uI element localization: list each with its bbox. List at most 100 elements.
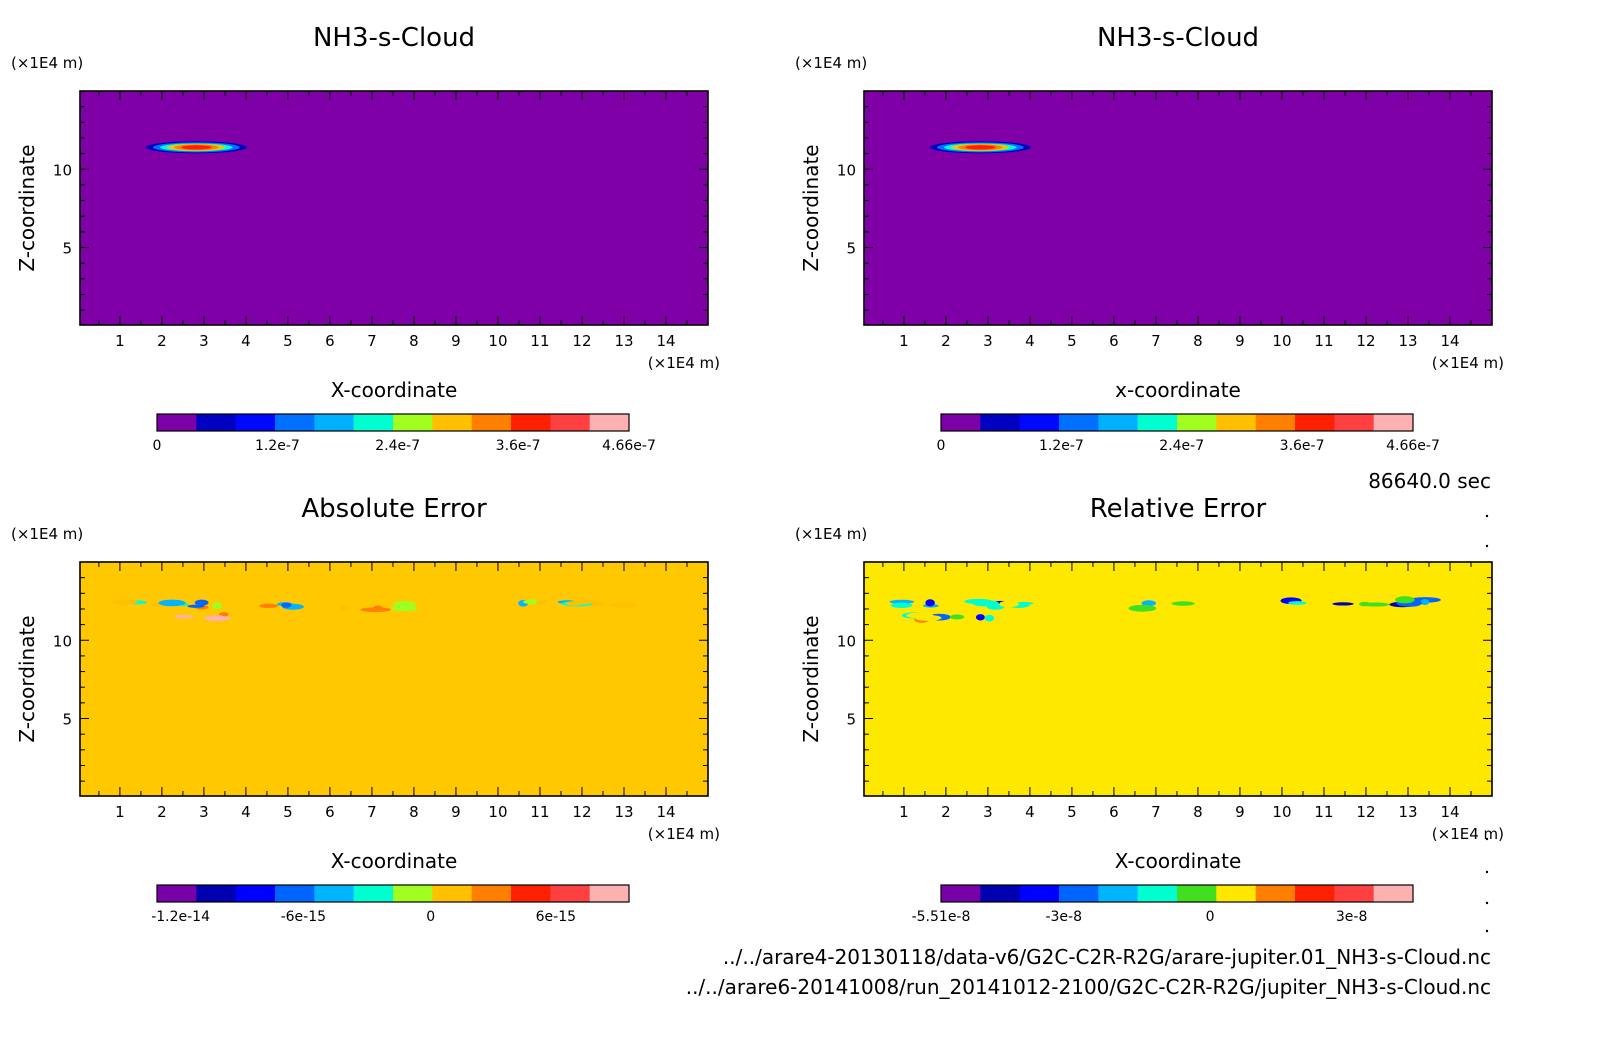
contour-band bbox=[571, 599, 593, 605]
x-tick-label: 7 bbox=[1151, 803, 1161, 821]
colorbar-swatch bbox=[314, 885, 355, 902]
margin-dot bbox=[1485, 870, 1489, 874]
y-unit-label: (×1E4 m) bbox=[11, 54, 83, 72]
contour-feature bbox=[1128, 600, 1195, 612]
contour-band bbox=[1358, 601, 1371, 607]
contour-band bbox=[212, 602, 222, 610]
colorbar-swatch bbox=[471, 414, 512, 431]
time-label: 86640.0 sec bbox=[1368, 469, 1491, 493]
contour-band bbox=[1395, 596, 1415, 604]
colorbar-swatch bbox=[353, 885, 394, 902]
x-unit-label: (×1E4 m) bbox=[648, 354, 720, 372]
colorbar-tick-label: 3.6e-7 bbox=[496, 438, 541, 454]
colorbar-tick-label: 1.2e-7 bbox=[1039, 438, 1084, 454]
chart-panel-3: Absolute Error(×1E4 m)1 2 3 4 5 6 7 8 9 10 11 12 13 1… bbox=[11, 494, 720, 925]
y-tick-label: 5 bbox=[62, 711, 72, 729]
x-tick-label: 13 bbox=[614, 803, 633, 821]
margin-dot bbox=[1485, 544, 1489, 548]
x-tick-label: 3 bbox=[983, 332, 993, 350]
colorbar-tick-label: 3.6e-7 bbox=[1280, 438, 1325, 454]
y-axis: 5 10 bbox=[837, 577, 1492, 782]
colorbar-swatch bbox=[432, 885, 473, 902]
contour-band bbox=[360, 607, 391, 613]
colorbar-swatch bbox=[1295, 885, 1335, 902]
contour-feature bbox=[340, 600, 418, 613]
contour-band bbox=[999, 600, 1019, 608]
colorbar-swatch bbox=[196, 885, 237, 902]
contour-feature bbox=[145, 141, 247, 154]
colorbar-swatch bbox=[550, 885, 591, 902]
x-tick-label: 8 bbox=[409, 332, 419, 350]
plot-area bbox=[80, 91, 708, 325]
x-tick-label: 1 bbox=[115, 332, 125, 350]
contour-band bbox=[259, 603, 278, 609]
margin-dot bbox=[1485, 901, 1489, 905]
contour-band bbox=[965, 145, 996, 150]
colorbar-swatch bbox=[157, 414, 197, 431]
colorbar-tick-label: 6e-15 bbox=[536, 909, 576, 925]
x-tick-label: 6 bbox=[325, 803, 335, 821]
colorbar-swatch bbox=[589, 885, 630, 902]
x-tick-label: 3 bbox=[983, 803, 993, 821]
colorbar-swatch bbox=[275, 885, 315, 902]
margin-dot bbox=[1485, 514, 1489, 518]
y-unit-label: (×1E4 m) bbox=[795, 54, 867, 72]
plot-area bbox=[80, 562, 708, 796]
colorbar: 0 1.2e-7 2.4e-7 3.6e-7 4.66e-7 bbox=[153, 413, 656, 454]
x-axis: 1 2 3 4 5 6 7 8 9 10 11 12 13 14 bbox=[98, 562, 688, 821]
x-tick-label: 13 bbox=[1398, 803, 1417, 821]
chart-title: NH3-s-Cloud bbox=[313, 23, 475, 53]
contour-band bbox=[890, 602, 913, 609]
x-tick-label: 8 bbox=[409, 803, 419, 821]
x-tick-label: 6 bbox=[325, 332, 335, 350]
contour-band bbox=[1420, 598, 1430, 606]
x-tick-label: 11 bbox=[530, 332, 549, 350]
x-tick-label: 5 bbox=[283, 332, 293, 350]
x-tick-label: 11 bbox=[1314, 803, 1333, 821]
colorbar-swatch bbox=[941, 885, 981, 902]
colorbar-swatch bbox=[1255, 885, 1296, 902]
x-tick-label: 10 bbox=[488, 803, 507, 821]
chart-title: Relative Error bbox=[1090, 494, 1267, 524]
x-tick-label: 4 bbox=[1025, 803, 1035, 821]
colorbar-swatch bbox=[235, 414, 276, 431]
x-tick-label: 13 bbox=[1398, 332, 1417, 350]
x-axis: 1 2 3 4 5 6 7 8 9 10 11 12 13 14 bbox=[882, 91, 1472, 350]
margin-dot bbox=[1485, 837, 1489, 841]
chart-title: NH3-s-Cloud bbox=[1097, 23, 1259, 53]
contour-feature bbox=[1280, 596, 1441, 608]
x-tick-label: 5 bbox=[283, 803, 293, 821]
colorbar-frame bbox=[940, 884, 1414, 903]
x-tick-label: 12 bbox=[572, 332, 591, 350]
x-tick-label: 9 bbox=[1235, 332, 1245, 350]
colorbar-tick-label: 0 bbox=[1206, 909, 1215, 925]
colorbar-swatch bbox=[471, 885, 512, 902]
contour-band bbox=[1288, 601, 1307, 605]
contour-band bbox=[906, 612, 934, 619]
x-tick-label: 14 bbox=[1440, 332, 1459, 350]
colorbar-swatch bbox=[196, 414, 237, 431]
colorbar-tick-label: 2.4e-7 bbox=[375, 438, 420, 454]
chart-panel-2: NH3-s-Cloud(×1E4 m)1 2 3 4 5 6 7 8 9 10 11 12 13 14(×… bbox=[795, 23, 1504, 454]
contour-band bbox=[949, 614, 965, 620]
colorbar-swatch bbox=[1295, 414, 1335, 431]
colorbar-swatch bbox=[589, 414, 630, 431]
x-unit-label: (×1E4 m) bbox=[1432, 354, 1504, 372]
x-tick-label: 11 bbox=[530, 803, 549, 821]
x-tick-label: 8 bbox=[1193, 803, 1203, 821]
x-axis: 1 2 3 4 5 6 7 8 9 10 11 12 13 14 bbox=[882, 562, 1472, 821]
colorbar-swatch bbox=[1216, 414, 1257, 431]
x-tick-label: 10 bbox=[488, 332, 507, 350]
colorbar-swatch bbox=[275, 414, 315, 431]
colorbar-swatch bbox=[1255, 414, 1296, 431]
x-tick-label: 10 bbox=[1272, 332, 1291, 350]
colorbar-tick-label: 0 bbox=[937, 438, 946, 454]
colorbar-tick-label: -5.51e-8 bbox=[912, 909, 971, 925]
colorbar-swatch bbox=[1059, 414, 1099, 431]
contour-band bbox=[111, 599, 138, 605]
x-tick-label: 4 bbox=[241, 332, 251, 350]
y-tick-label: 10 bbox=[53, 161, 72, 179]
contour-feature bbox=[111, 599, 304, 610]
contour-feature bbox=[929, 141, 1031, 154]
